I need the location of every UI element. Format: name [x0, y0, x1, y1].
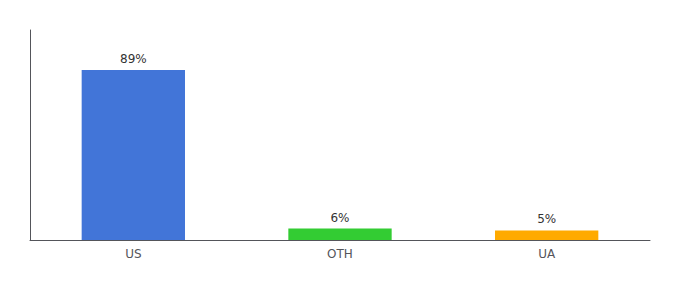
svg-text:OTH: OTH [327, 247, 353, 261]
svg-text:89%: 89% [120, 52, 147, 66]
svg-text:5%: 5% [537, 212, 556, 226]
svg-text:6%: 6% [330, 211, 349, 225]
svg-text:UA: UA [538, 247, 556, 261]
svg-text:US: US [125, 247, 141, 261]
